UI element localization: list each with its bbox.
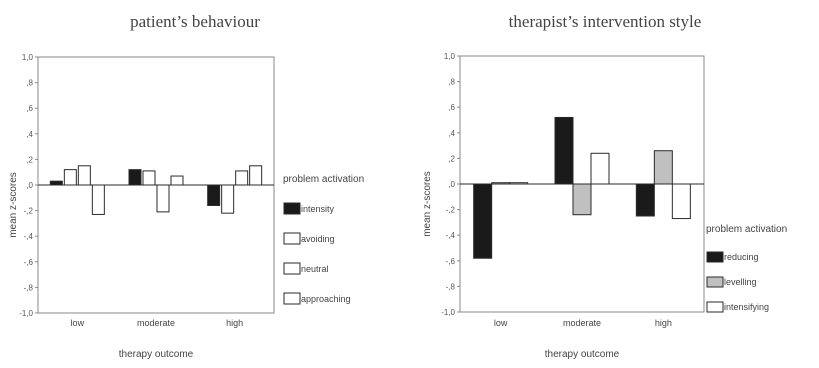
- chart-1-category-label: high: [226, 318, 243, 328]
- legend-swatch-intensity: [283, 202, 301, 215]
- chart-2-ytick-label: -,8: [446, 282, 456, 291]
- chart-2-ytick-label: ,6: [448, 103, 455, 112]
- bar-reducing-high: [635, 183, 655, 217]
- bar-neutral-moderate: [156, 184, 170, 213]
- bar-intensity-low: [49, 180, 63, 186]
- bar-approaching-low: [91, 184, 105, 215]
- chart-2-ytick-label: 1,0: [444, 52, 456, 61]
- bar-reducing-low: [473, 183, 493, 259]
- bar-levelling-high: [653, 150, 673, 185]
- legend-label-intensity: intensity: [301, 204, 335, 214]
- chart-2-ytick-label: -,6: [446, 257, 456, 266]
- chart-2-ytick-label: ,0: [448, 180, 455, 189]
- bar-levelling-moderate: [572, 183, 592, 216]
- chart-1-ytick-label: -,4: [24, 232, 34, 241]
- bar-avoiding-moderate: [142, 170, 156, 186]
- chart-1-y-axis-title: mean z-scores: [8, 172, 19, 238]
- bar-reducing-moderate: [554, 116, 574, 185]
- chart-2-ytick-label: ,4: [448, 129, 455, 138]
- bar-neutral-high: [235, 170, 249, 186]
- legend-swatch-levelling: [706, 276, 724, 288]
- legend-label-avoiding: avoiding: [301, 234, 335, 244]
- chart-1-ytick-label: -,6: [24, 258, 34, 267]
- legend-label-approaching: approaching: [301, 294, 351, 304]
- chart-2-category-label: low: [494, 318, 508, 328]
- chart-2-ytick-label: ,8: [448, 78, 455, 87]
- chart-2-y-axis-title: mean z-scores: [422, 171, 433, 237]
- legend-swatch-intensifying: [706, 301, 724, 313]
- legend-swatch-approaching: [283, 292, 301, 305]
- bar-intensifying-moderate: [590, 152, 610, 185]
- chart-1-ytick-label: ,6: [26, 104, 33, 113]
- legend-label-intensifying: intensifying: [724, 302, 769, 312]
- chart-2-title: therapist’s intervention style: [508, 12, 702, 31]
- chart-2-x-axis-title: therapy outcome: [545, 349, 620, 360]
- bar-intensity-moderate: [128, 169, 142, 186]
- chart-1-ytick-label: -,2: [24, 207, 34, 216]
- chart-2-legend-title: problem activation: [706, 224, 787, 235]
- chart-1-legend-title: problem activation: [283, 174, 364, 185]
- chart-2-category-label: high: [655, 318, 672, 328]
- bar-avoiding-low: [63, 169, 77, 186]
- chart-2-ytick-label: -,2: [446, 206, 456, 215]
- chart-1-ytick-label: 1,0: [22, 53, 34, 62]
- chart-1-category-label: low: [71, 318, 85, 328]
- chart-1-title: patient’s behaviour: [130, 12, 260, 31]
- chart-1-category-label: moderate: [137, 318, 175, 328]
- chart-2-ytick-label: -,4: [446, 231, 456, 240]
- bar-intensity-high: [207, 184, 221, 206]
- chart-1-x-axis-title: therapy outcome: [119, 349, 194, 360]
- chart-2-ytick-label: ,2: [448, 154, 455, 163]
- legend-swatch-neutral: [283, 262, 301, 275]
- bar-intensifying-high: [671, 183, 691, 220]
- bar-approaching-moderate: [170, 175, 184, 186]
- bar-avoiding-high: [221, 184, 235, 214]
- chart-2-category-label: moderate: [563, 318, 601, 328]
- chart-1-ytick-label: ,8: [26, 79, 33, 88]
- chart-1-ytick-label: ,4: [26, 130, 33, 139]
- legend-label-reducing: reducing: [724, 252, 759, 262]
- bar-neutral-low: [77, 165, 91, 186]
- legend-swatch-reducing: [706, 251, 724, 263]
- legend-label-levelling: levelling: [724, 277, 757, 287]
- chart-1-ytick-label: -,8: [24, 283, 34, 292]
- bar-approaching-high: [249, 165, 263, 186]
- chart-1-ytick-label: ,0: [26, 181, 33, 190]
- chart-1-ytick-label: ,2: [26, 155, 33, 164]
- chart-2-ytick-label: -1,0: [441, 308, 455, 317]
- legend-label-neutral: neutral: [301, 264, 329, 274]
- legend-swatch-avoiding: [283, 232, 301, 245]
- chart-1-ytick-label: -1,0: [19, 309, 33, 318]
